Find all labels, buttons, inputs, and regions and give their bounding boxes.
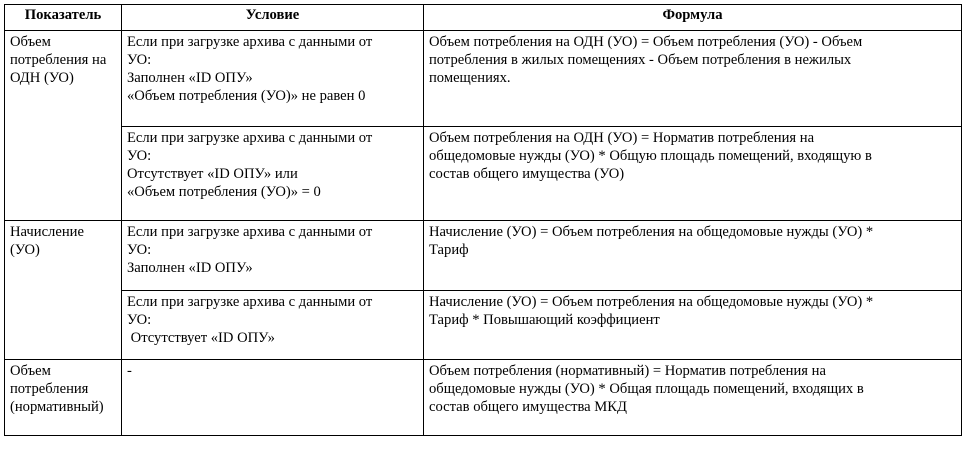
formula-line: общедомовые нужды (УО) * Общая площадь п… xyxy=(429,381,864,397)
condition-line: «Объем потребления (УО)» = 0 xyxy=(127,184,321,200)
indicator-cell: Начисление (УО) xyxy=(4,220,122,360)
formula-line: состав общего имущества (УО) xyxy=(429,166,625,182)
table-row: Если при загрузке архива с данными от УО… xyxy=(5,290,962,360)
indicator-line: Объем xyxy=(10,363,51,379)
indicator-line: Начисление xyxy=(10,224,84,240)
condition-cell: Если при загрузке архива с данными от УО… xyxy=(121,290,424,360)
indicator-cell: Объем потребления (нормативный) xyxy=(4,359,122,436)
formula-line: Объем потребления (нормативный) = Нормат… xyxy=(429,363,826,379)
formula-cell: Начисление (УО) = Объем потребления на о… xyxy=(423,220,962,291)
condition-line: - xyxy=(127,363,132,379)
table-row: Начисление (УО) Если при загрузке архива… xyxy=(4,220,962,360)
formula-line: потребления в жилых помещениях - Объем п… xyxy=(429,52,852,68)
formula-cell: Объем потребления на ОДН (УО) = Норматив… xyxy=(423,126,962,221)
indicator-line: (УО) xyxy=(10,242,40,258)
indicator-line: (нормативный) xyxy=(10,399,104,415)
formula-line: Начисление (УО) = Объем потребления на о… xyxy=(429,294,874,310)
header-formula: Формула xyxy=(423,4,962,31)
condition-cell: Если при загрузке архива с данными от УО… xyxy=(121,126,424,221)
indicator-line: ОДН (УО) xyxy=(10,70,74,86)
table-row: Объем потребления (нормативный) - Объем … xyxy=(4,359,962,436)
condition-cell: - xyxy=(121,359,424,436)
formula-cell: Объем потребления (нормативный) = Нормат… xyxy=(423,359,962,436)
condition-line: УО: xyxy=(127,242,152,258)
table-row: Объем потребления на ОДН (УО) Если при з… xyxy=(4,30,962,221)
indicator-cell: Объем потребления на ОДН (УО) xyxy=(4,30,122,221)
indicator-line: Объем xyxy=(10,34,51,50)
formula-line: помещениях. xyxy=(429,70,511,86)
formula-cell: Объем потребления на ОДН (УО) = Объем по… xyxy=(423,30,962,127)
condition-line: Если при загрузке архива с данными от xyxy=(127,294,373,310)
condition-line: Заполнен «ID ОПУ» xyxy=(127,260,253,276)
condition-line: УО: xyxy=(127,52,152,68)
formula-line: Тариф xyxy=(429,242,469,258)
indicator-line: потребления xyxy=(10,381,89,397)
table-row: Если при загрузке архива с данными от УО… xyxy=(5,126,962,221)
condition-line: Заполнен «ID ОПУ» xyxy=(127,70,253,86)
indicator-line: потребления на xyxy=(10,52,107,68)
header-indicator: Показатель xyxy=(4,4,122,31)
condition-line: УО: xyxy=(127,312,152,328)
header-row: Показатель Условие Формула xyxy=(4,4,962,31)
formula-cell: Начисление (УО) = Объем потребления на о… xyxy=(423,290,962,360)
formula-line: Объем потребления на ОДН (УО) = Норматив… xyxy=(429,130,815,146)
header-condition: Условие xyxy=(121,4,424,31)
formula-line: общедомовые нужды (УО) * Общую площадь п… xyxy=(429,148,872,164)
formula-line: Начисление (УО) = Объем потребления на о… xyxy=(429,224,874,240)
formula-line: состав общего имущества МКД xyxy=(429,399,627,415)
condition-line: Если при загрузке архива с данными от xyxy=(127,34,373,50)
condition-cell: Если при загрузке архива с данными от УО… xyxy=(121,220,424,291)
condition-line: УО: xyxy=(127,148,152,164)
condition-cell: Если при загрузке архива с данными от УО… xyxy=(121,30,424,127)
condition-line: «Объем потребления (УО)» не равен 0 xyxy=(127,88,366,104)
formula-table: Показатель Условие Формула Объем потребл… xyxy=(4,4,962,436)
condition-line: Если при загрузке архива с данными от xyxy=(127,224,373,240)
condition-line: Если при загрузке архива с данными от xyxy=(127,130,373,146)
condition-line: Отсутствует «ID ОПУ» или xyxy=(127,166,298,182)
condition-line: Отсутствует «ID ОПУ» xyxy=(127,330,275,346)
formula-line: Тариф * Повышающий коэффициент xyxy=(429,312,660,328)
formula-line: Объем потребления на ОДН (УО) = Объем по… xyxy=(429,34,863,50)
